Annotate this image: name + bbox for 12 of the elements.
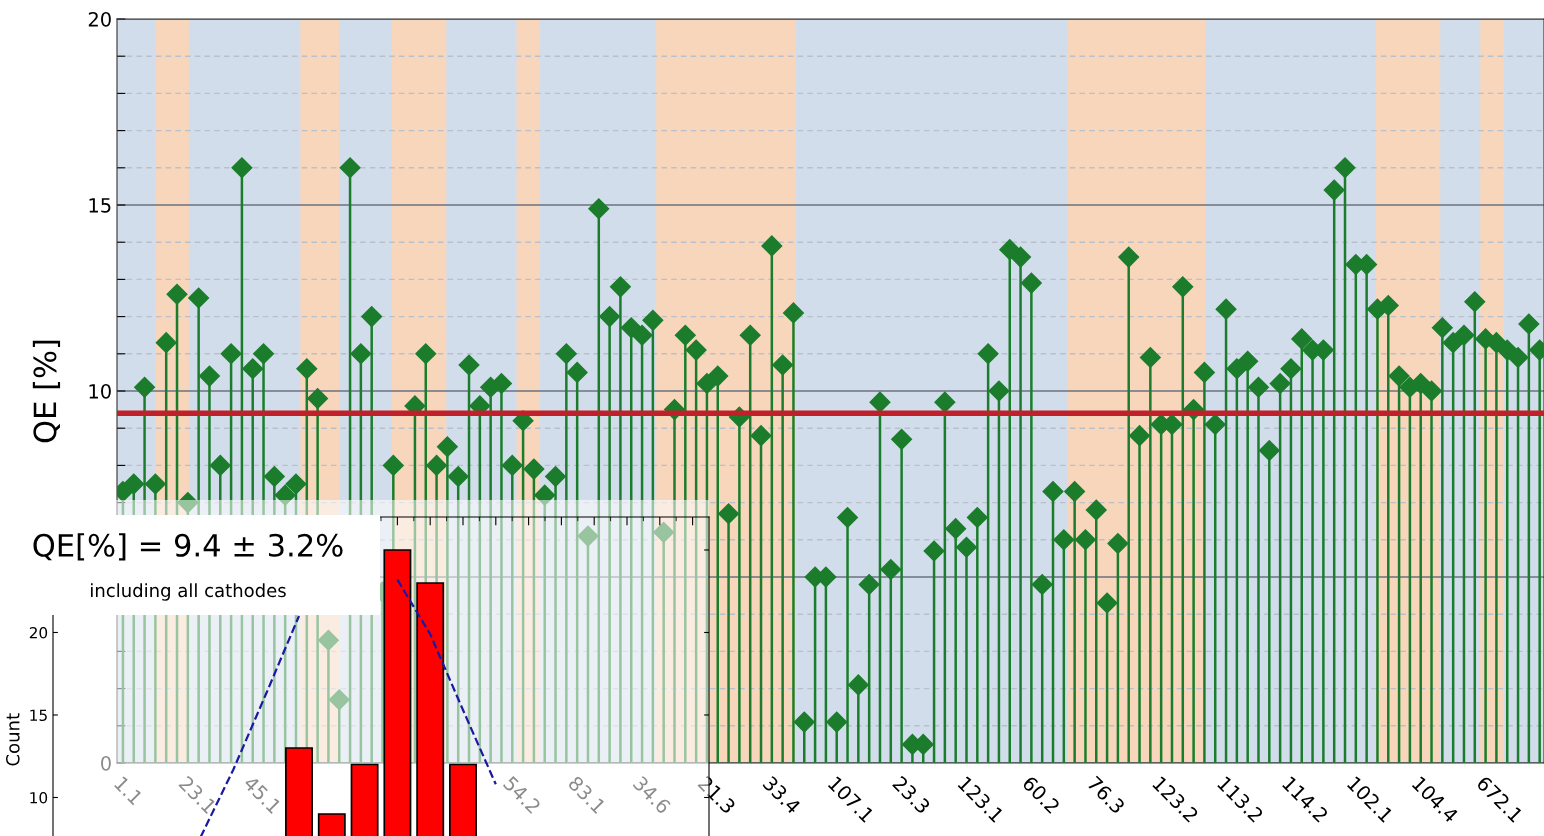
y-tick-label: 10: [30, 791, 48, 804]
annotation: including all cathodes: [91, 583, 286, 601]
y-tick-label: 10: [89, 383, 111, 399]
annotation: QE[%] = 9.4 ± 3.2%: [33, 533, 343, 561]
y-tick-label: 15: [89, 198, 111, 213]
x-tick-label: 1.1: [114, 776, 144, 806]
y-tick-label: 20: [29, 626, 48, 639]
y-axis-title: Count: [5, 713, 20, 766]
y-tick-label: 20: [88, 11, 111, 27]
y-tick-label: 0: [101, 755, 111, 771]
y-tick-label: 15: [30, 709, 47, 722]
y-axis-title: QE [%]: [32, 340, 61, 443]
